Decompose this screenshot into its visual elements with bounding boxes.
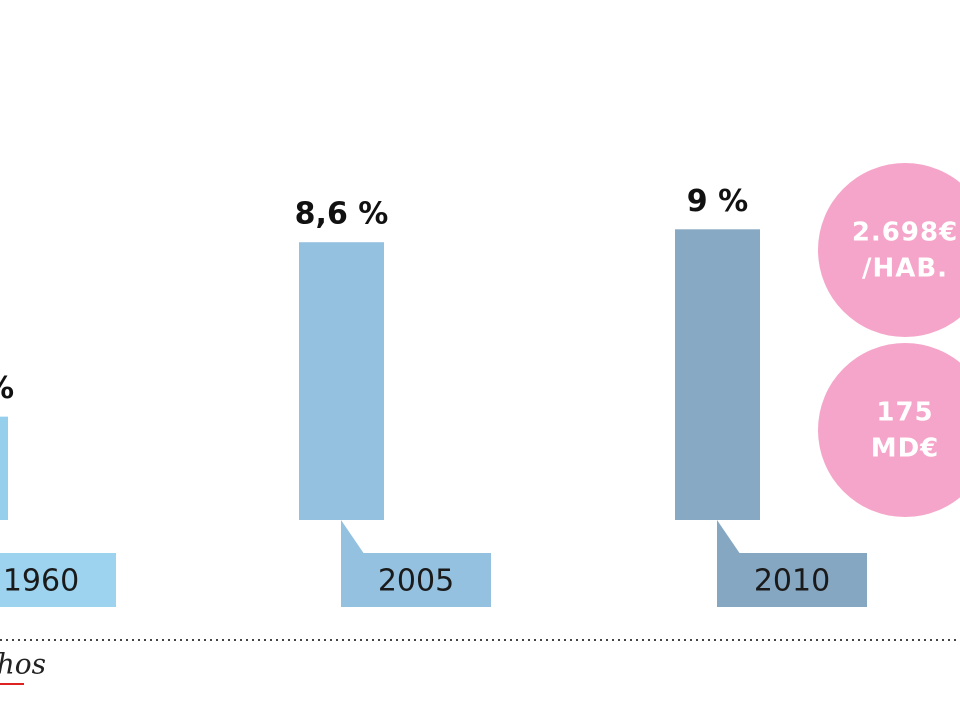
value-label: % xyxy=(0,371,14,406)
bubble-text: 2.698€ xyxy=(852,218,958,248)
bar xyxy=(675,229,760,521)
bubble-text: /HAB. xyxy=(862,254,948,284)
category-label: 1960 xyxy=(3,564,79,599)
bubble xyxy=(818,343,960,517)
label-box xyxy=(0,553,116,607)
bubble-text: MD€ xyxy=(871,434,940,464)
value-label: 8,6 % xyxy=(295,197,389,232)
bubble-text: 175 xyxy=(876,398,933,428)
logo: hos xyxy=(0,648,46,681)
label-box xyxy=(341,553,491,607)
bubble xyxy=(818,163,960,337)
label-tail xyxy=(341,520,364,553)
label-box xyxy=(717,553,867,607)
bar xyxy=(0,416,8,520)
value-label: 9 % xyxy=(687,184,748,219)
category-label: 2005 xyxy=(378,564,454,599)
bar xyxy=(299,242,384,520)
category-label: 2010 xyxy=(754,564,830,599)
label-tail xyxy=(717,520,740,553)
